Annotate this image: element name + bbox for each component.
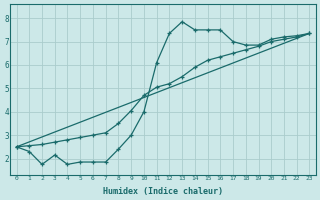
X-axis label: Humidex (Indice chaleur): Humidex (Indice chaleur) bbox=[103, 187, 223, 196]
